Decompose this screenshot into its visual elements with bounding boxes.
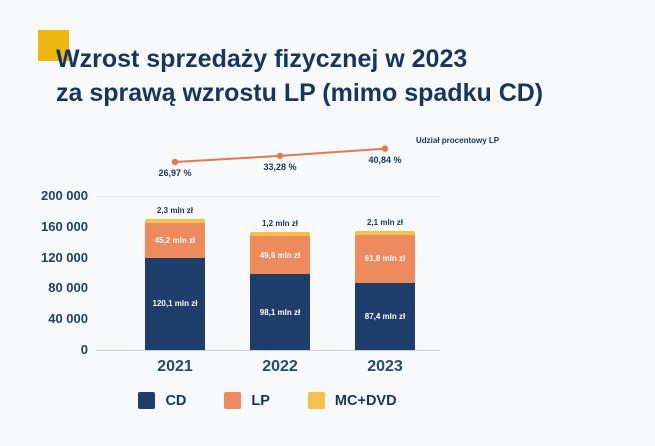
bar-segment-mc-dvd — [355, 231, 415, 236]
chart-title-line2: za sprawą wzrostu LP (mimo spadku CD) — [56, 79, 544, 107]
bar-value-label: 45,2 mln zł — [154, 235, 196, 245]
line-point — [381, 145, 389, 152]
title-accent-square — [38, 30, 69, 61]
bar-segment-lp: 49,6 mln zł — [250, 236, 310, 275]
y-axis-tick-label: 80 000 — [48, 280, 88, 296]
legend-item-mc-dvd: MC+DVD — [307, 392, 397, 409]
bar-value-label: 98,1 mln zł — [259, 307, 301, 317]
bar-value-label: 2,1 mln zł — [366, 218, 403, 228]
legend-swatch — [138, 392, 156, 409]
chart-title-line1: Wzrost sprzedaży fizycznej w 2023 — [56, 45, 468, 73]
line-point — [276, 152, 284, 160]
x-axis-label: 2021 — [157, 358, 193, 375]
bar-value-label: 2,3 mln zł — [156, 205, 193, 215]
lp-share-value-label: 33,28 % — [263, 161, 297, 172]
bar-segment-mc-dvd — [250, 232, 310, 237]
bar-value-label: 120,1 mln zł — [152, 299, 198, 309]
y-axis-tick-label: 200 000 — [41, 188, 88, 203]
line-point — [171, 158, 179, 166]
x-axis-label: 2022 — [262, 358, 298, 375]
y-axis-tick-label: 40 000 — [48, 311, 88, 327]
bar-value-label: 87,4 mln zł — [364, 311, 406, 321]
lp-share-value-label: 26,97 % — [158, 168, 192, 178]
gridline-top — [96, 196, 440, 197]
legend: CD LP MC+DVD — [95, 392, 440, 409]
y-axis-tick-label: 0 — [80, 342, 88, 357]
x-axis-line — [96, 350, 440, 351]
bar-segment-lp: 61,8 mln zł — [355, 235, 415, 283]
bar-segment-cd: 87,4 mln zł — [355, 282, 415, 350]
legend-swatch — [224, 392, 242, 409]
bar-segment-lp: 45,2 mln zł — [145, 222, 205, 258]
bar-segment-cd: 120,1 mln zł — [145, 257, 205, 350]
bar-segment-cd: 98,1 mln zł — [250, 274, 310, 350]
y-axis-tick-label: 120 000 — [41, 249, 88, 265]
legend-label: MC+DVD — [334, 392, 397, 409]
x-axis-label: 2023 — [367, 358, 403, 375]
lp-share-line-chart — [171, 145, 389, 166]
legend-label: LP — [251, 392, 270, 409]
bar-value-label: 61,8 mln zł — [364, 254, 406, 264]
legend-item-lp: LP — [224, 392, 270, 409]
y-axis-tick-label: 160 000 — [41, 218, 88, 234]
lp-share-series-label: Udział procentowy LP — [416, 136, 500, 145]
chart-title: Wzrost sprzedaży fizycznej w 2023 za spr… — [56, 42, 543, 110]
legend-swatch — [307, 392, 325, 409]
bar-segment-mc-dvd — [145, 218, 205, 223]
bar-value-label: 1,2 mln zł — [261, 219, 298, 229]
legend-label: CD — [165, 392, 187, 409]
bar-value-label: 49,6 mln zł — [259, 250, 301, 260]
legend-item-cd: CD — [138, 392, 186, 409]
lp-share-value-label: 40,84 % — [368, 154, 402, 165]
